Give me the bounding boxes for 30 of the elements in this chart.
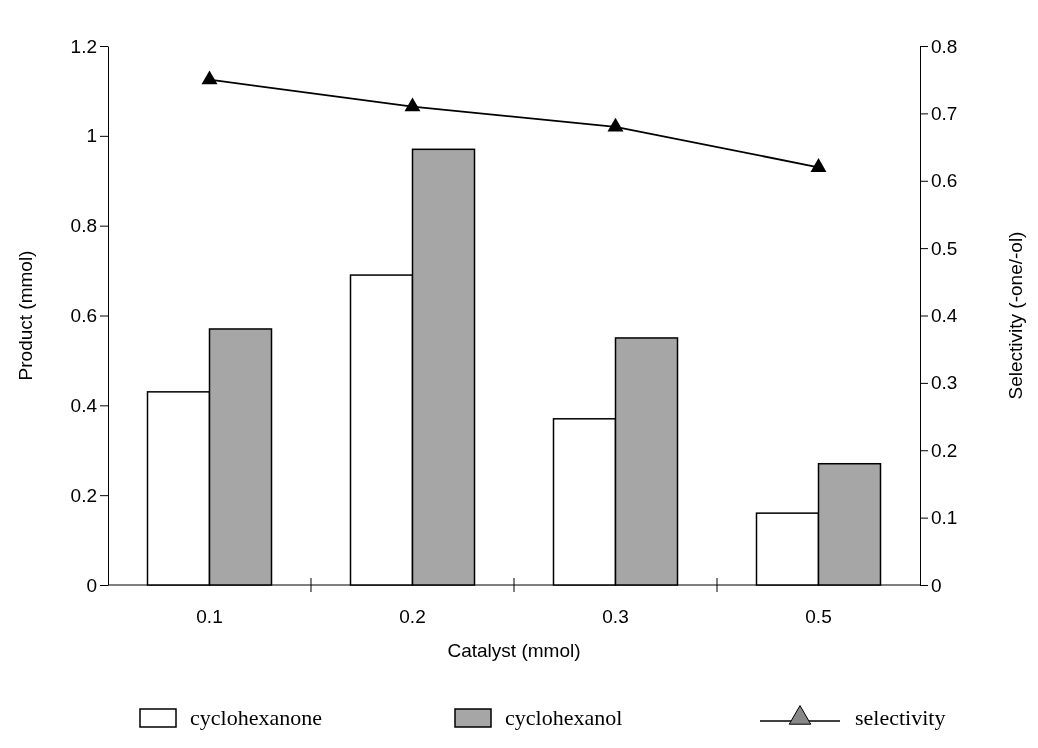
legend-label: cyclohexanone <box>190 705 322 730</box>
y-axis-title: Product (mmol) <box>15 250 36 381</box>
x-tick-label: 0.2 <box>399 606 426 627</box>
y2-tick-label: 0.8 <box>931 35 958 57</box>
y-tick-label: 1 <box>86 125 97 147</box>
x-tick-label: 0.3 <box>602 606 629 627</box>
y2-tick-label: 0.2 <box>931 439 958 461</box>
point <box>810 158 827 172</box>
x-tick-label: 0.5 <box>805 606 832 627</box>
legend-label: cyclohexanol <box>505 705 623 730</box>
y-tick-label: 0 <box>86 574 97 596</box>
y2-tick-label: 0.5 <box>931 237 958 259</box>
y-tick-label: 0.4 <box>70 394 98 416</box>
point <box>201 70 218 85</box>
y2-tick-label: 0 <box>931 574 942 596</box>
y-tick-label: 0.6 <box>70 305 97 327</box>
y2-tick-label: 0.7 <box>931 102 958 124</box>
y2-tick-label: 0.1 <box>931 507 958 529</box>
y2-tick-label: 0.4 <box>931 305 958 327</box>
y2-tick-label: 0.6 <box>931 170 958 192</box>
y-tick-label: 1.2 <box>70 35 97 57</box>
point <box>404 97 421 112</box>
y-tick-label: 0.2 <box>70 484 97 506</box>
x-tick-label: 0.1 <box>196 606 223 627</box>
y-tick-label: 0.8 <box>70 215 97 237</box>
y2-axis-title: Selectivity (-one/-ol) <box>1005 231 1026 400</box>
point <box>607 117 624 132</box>
y2-tick-label: 0.3 <box>931 372 958 394</box>
legend-label: selectivity <box>855 705 946 730</box>
x-axis-title: Catalyst (mmol) <box>447 640 581 661</box>
